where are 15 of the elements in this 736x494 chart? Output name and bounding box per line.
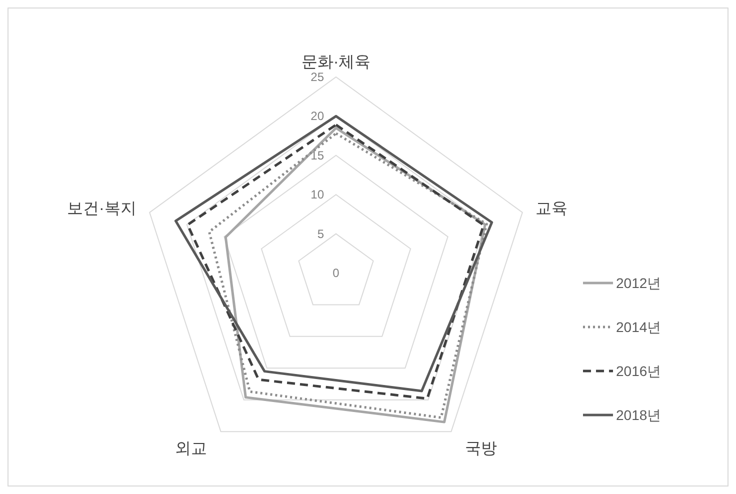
spoke-label: 교육 <box>536 200 568 218</box>
legend-label: 2018년 <box>616 407 662 423</box>
spoke-label: 국방 <box>465 440 498 458</box>
spoke-label: 보건·복지 <box>66 200 136 218</box>
legend-label: 2014년 <box>616 319 662 335</box>
y-tick-label: 25 <box>310 70 324 84</box>
y-tick-label: 10 <box>310 188 324 202</box>
legend-label: 2012년 <box>616 275 662 291</box>
y-tick-label: 15 <box>310 148 324 162</box>
legend-label: 2016년 <box>616 363 662 379</box>
spoke-label: 문화·체육 <box>301 54 371 71</box>
spoke-label: 외교 <box>174 440 207 458</box>
y-tick-label: 20 <box>310 109 324 124</box>
y-tick-label: 0 <box>332 266 340 280</box>
y-tick-label: 5 <box>317 226 324 241</box>
